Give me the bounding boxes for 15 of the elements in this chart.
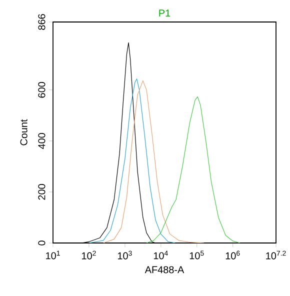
y-axis-title: Count <box>20 119 28 146</box>
y-tick-label: 866 <box>38 14 46 30</box>
y-tick-label: 0 <box>38 240 46 246</box>
x-tick-label: 10$^{5}$ <box>190 250 204 260</box>
x-tick-label: 10$^{6}$ <box>226 250 240 260</box>
y-tick-label: 600 <box>38 82 46 98</box>
x-tick-label: 10$^{2}$ <box>82 250 96 260</box>
y-tick-label: 400 <box>38 133 46 149</box>
x-tick-label: 10$^{4}$ <box>154 250 168 260</box>
x-tick-label: 10$^{7.2}$ <box>266 250 286 260</box>
x-tick-label: 10$^{1}$ <box>46 250 60 260</box>
x-tick-label: 10$^{3}$ <box>118 250 132 260</box>
y-tick-label: 200 <box>38 184 46 200</box>
chart-title: P1 <box>159 10 170 17</box>
x-axis-title: AF488-A <box>144 266 184 274</box>
